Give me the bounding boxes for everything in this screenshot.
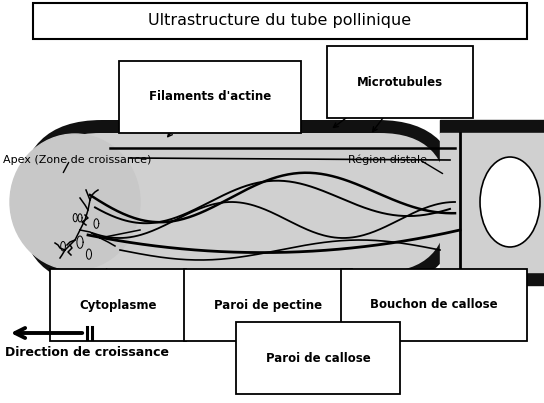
Text: Microtubules: Microtubules: [357, 75, 443, 89]
Text: Bouchon de callose: Bouchon de callose: [370, 299, 498, 312]
FancyBboxPatch shape: [32, 133, 448, 272]
Text: Filaments d'actine: Filaments d'actine: [149, 91, 271, 104]
Text: Paroi de callose: Paroi de callose: [265, 351, 370, 364]
Text: Ultrastructure du tube pollinique: Ultrastructure du tube pollinique: [149, 13, 412, 29]
Text: Direction de croissance: Direction de croissance: [5, 345, 169, 359]
Ellipse shape: [480, 157, 540, 247]
Text: Paroi de pectine: Paroi de pectine: [214, 299, 322, 312]
Text: Cytoplasme: Cytoplasme: [79, 299, 157, 312]
Text: Région distale: Région distale: [348, 155, 427, 165]
FancyBboxPatch shape: [20, 120, 460, 285]
Text: Apex (Zone de croissance): Apex (Zone de croissance): [3, 155, 151, 165]
FancyBboxPatch shape: [33, 3, 527, 39]
Ellipse shape: [10, 134, 140, 270]
